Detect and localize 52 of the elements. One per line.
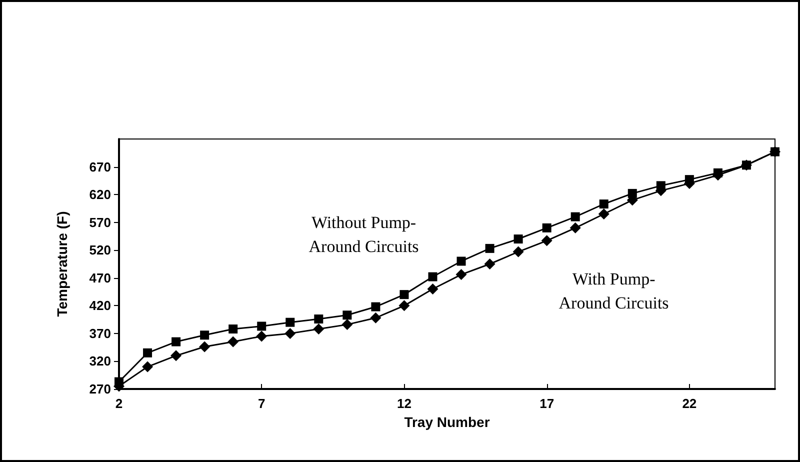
point: [228, 336, 239, 348]
point: [172, 337, 181, 346]
point: [286, 318, 295, 327]
y-axis-title: Temperature (F): [54, 211, 70, 317]
point: [199, 341, 210, 352]
point: [484, 258, 496, 270]
point: [228, 324, 238, 334]
point: [570, 212, 580, 222]
y-tick-label: 270: [89, 382, 111, 396]
point: [200, 330, 210, 340]
y-tick-label: 420: [89, 298, 111, 314]
x-axis-title: Tray Number: [404, 414, 490, 430]
y-tick-label: 520: [89, 242, 111, 258]
point: [142, 361, 154, 372]
point: [143, 348, 152, 358]
x-tick-label: 22: [682, 396, 697, 411]
point: [541, 235, 552, 246]
point: [170, 350, 182, 362]
y-tick-label: 620: [89, 187, 111, 202]
point: [542, 223, 552, 232]
x-tick-label: 17: [540, 396, 554, 411]
y-tick-label: 570: [89, 214, 111, 230]
point: [570, 222, 581, 234]
y-tick-label: 470: [89, 270, 111, 286]
x-tick-label: 12: [396, 396, 412, 411]
point: [342, 319, 353, 330]
point: [370, 312, 382, 324]
point: [456, 256, 466, 266]
point: [256, 330, 268, 342]
point: [514, 234, 523, 244]
point: [598, 208, 610, 220]
point: [428, 272, 438, 282]
point: [485, 244, 494, 253]
point: [313, 324, 324, 334]
point: [427, 284, 438, 294]
point: [456, 269, 467, 280]
point: [512, 246, 524, 258]
point: [342, 310, 352, 320]
series-label: Without Pump-Around Circuits: [308, 212, 419, 256]
y-tick-label: 670: [89, 159, 111, 174]
x-tick-label: 2: [115, 396, 123, 411]
point: [257, 322, 266, 331]
y-tick-label: 320: [89, 354, 111, 369]
point: [400, 290, 409, 300]
point: [284, 328, 296, 339]
point: [398, 300, 410, 312]
series-label: With Pump-Around Circuits: [558, 270, 669, 312]
point: [371, 302, 380, 312]
x-tick-label: 7: [258, 396, 266, 411]
point: [599, 200, 608, 208]
y-tick-label: 370: [89, 326, 111, 341]
point: [314, 314, 324, 324]
